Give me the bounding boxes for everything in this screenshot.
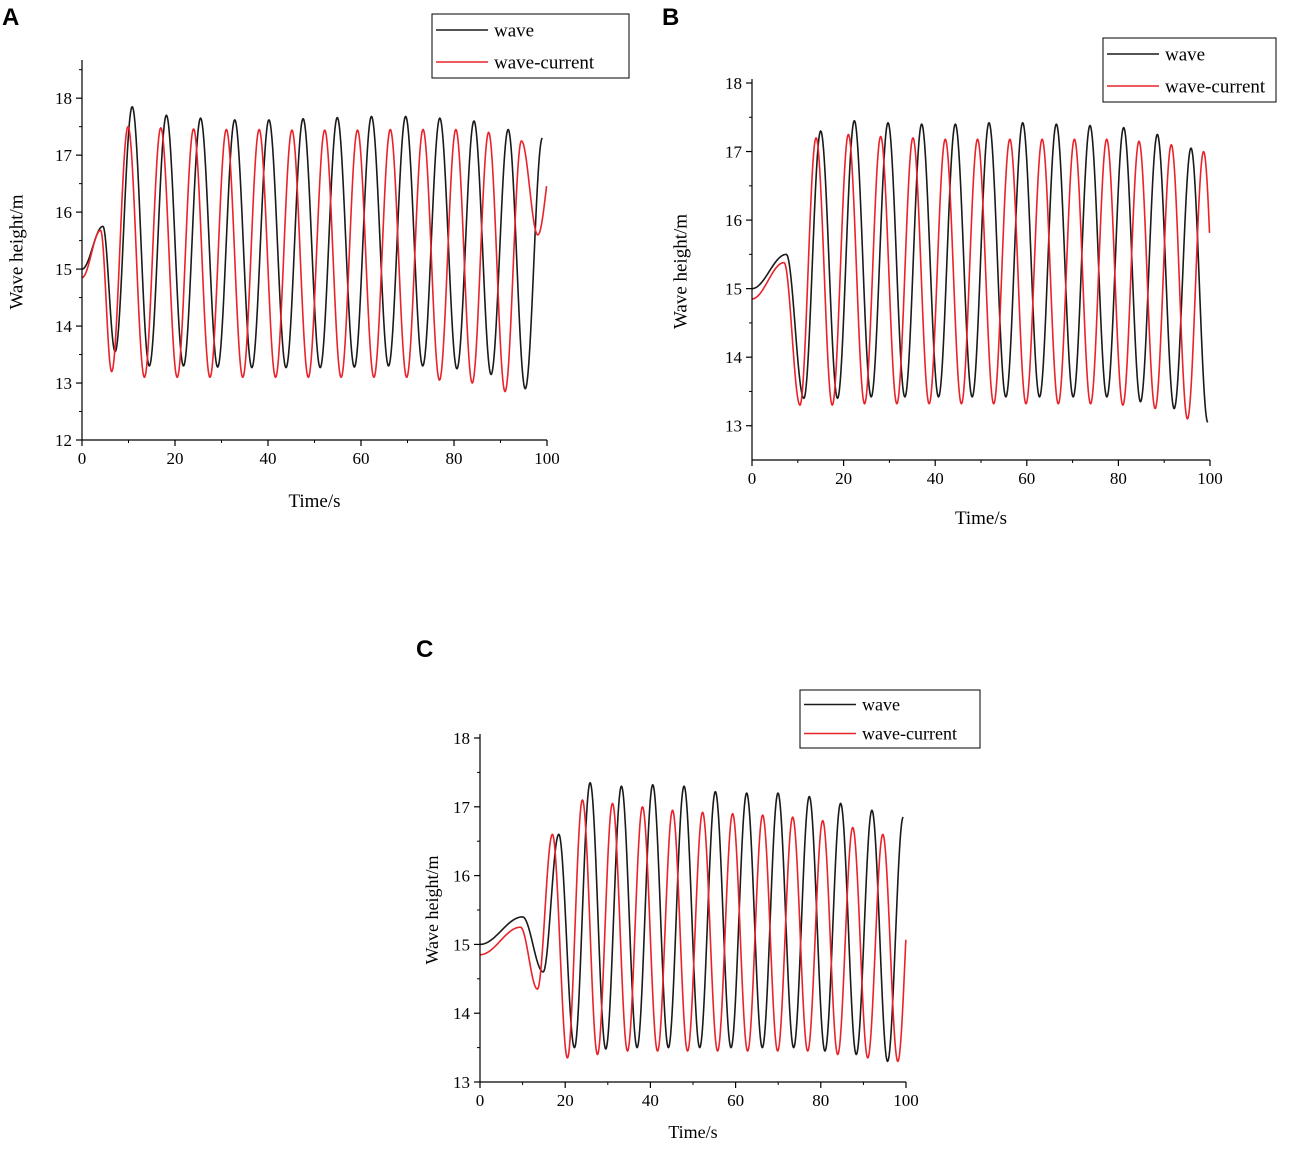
x-tick-label: 40 (642, 1091, 659, 1110)
y-tick-label: 16 (55, 203, 72, 222)
y-axis-label: Wave height/m (422, 855, 442, 964)
y-tick-label: 13 (453, 1073, 470, 1092)
y-tick-label: 17 (55, 146, 73, 165)
y-tick-label: 18 (55, 89, 72, 108)
panel-label-b: B (662, 4, 680, 31)
y-tick-label: 18 (725, 74, 742, 93)
legend-label-wave: wave (494, 20, 534, 41)
x-axis-label: Time/s (288, 491, 340, 512)
legend: wave wave-current (1102, 37, 1277, 103)
x-tick-label: 0 (476, 1091, 485, 1110)
legend-label-wave: wave (862, 694, 900, 714)
x-tick-label: 0 (748, 469, 757, 488)
y-tick-label: 16 (453, 867, 470, 886)
legend: wave wave-current (431, 13, 630, 79)
x-tick-label: 80 (812, 1091, 829, 1110)
x-tick-label: 60 (727, 1091, 744, 1110)
series-line-wave (82, 105, 543, 390)
legend-label-wave-current: wave-current (862, 723, 957, 743)
chart-c: 0 20 40 60 80 100 13 14 15 16 17 18 Time/s Wave heigh… (422, 689, 981, 1142)
chart-a: 0 20 40 60 80 100 12 13 14 15 16 17 18 Time/s Wave hei… (6, 13, 630, 512)
y-axis-label: Wave height/m (6, 194, 27, 309)
legend-label-wave-current: wave-current (494, 52, 595, 73)
series-line-wave-current (480, 799, 907, 1063)
x-tick-label: 40 (260, 449, 277, 468)
y-tick-label: 15 (453, 935, 470, 954)
panel-label-a: A (2, 4, 20, 31)
y-tick-label: 14 (55, 317, 73, 336)
x-tick-label: 100 (1197, 469, 1223, 488)
y-tick-label: 15 (725, 280, 742, 299)
x-tick-label: 20 (557, 1091, 574, 1110)
y-tick-label: 13 (725, 417, 742, 436)
x-tick-label: 100 (534, 449, 560, 468)
y-tick-label: 14 (725, 348, 743, 367)
series-line-wave-current (752, 133, 1211, 420)
series-line-wave (480, 781, 904, 1063)
y-tick-label: 12 (55, 431, 72, 450)
panel-label-c: C (416, 636, 434, 663)
x-tick-label: 60 (353, 449, 370, 468)
x-tick-label: 20 (167, 449, 184, 468)
y-tick-label: 16 (725, 211, 742, 230)
panel-b: B 0 20 40 60 80 100 13 14 15 16 17 18 Time/s Wave hei… (660, 0, 1290, 545)
y-tick-label: 18 (453, 729, 470, 748)
x-tick-label: 80 (446, 449, 463, 468)
panel-a: A 0 20 40 60 80 100 12 13 14 15 16 17 18 Time/s Wave h… (0, 0, 640, 530)
panel-c: C 0 20 40 60 80 100 13 14 15 16 17 18 Time/s Wave hei… (410, 632, 1000, 1146)
x-axis-label: Time/s (955, 508, 1007, 529)
y-tick-label: 17 (725, 142, 743, 161)
y-tick-label: 14 (453, 1004, 471, 1023)
x-tick-label: 100 (893, 1091, 919, 1110)
y-tick-label: 15 (55, 260, 72, 279)
legend-label-wave-current: wave-current (1165, 76, 1266, 97)
x-tick-label: 40 (927, 469, 944, 488)
series-line-wave (752, 119, 1209, 423)
x-tick-label: 0 (78, 449, 87, 468)
legend-label-wave: wave (1165, 44, 1205, 65)
y-axis-label: Wave height/m (670, 214, 691, 329)
x-tick-label: 80 (1110, 469, 1127, 488)
y-tick-label: 13 (55, 374, 72, 393)
x-tick-label: 20 (835, 469, 852, 488)
y-tick-label: 17 (453, 798, 471, 817)
chart-b: 0 20 40 60 80 100 13 14 15 16 17 18 Time/s Wave heigh… (670, 37, 1277, 529)
x-axis-label: Time/s (668, 1122, 717, 1142)
x-tick-label: 60 (1018, 469, 1035, 488)
series-line-wave-current (82, 125, 548, 393)
legend: wave wave-current (799, 689, 981, 749)
